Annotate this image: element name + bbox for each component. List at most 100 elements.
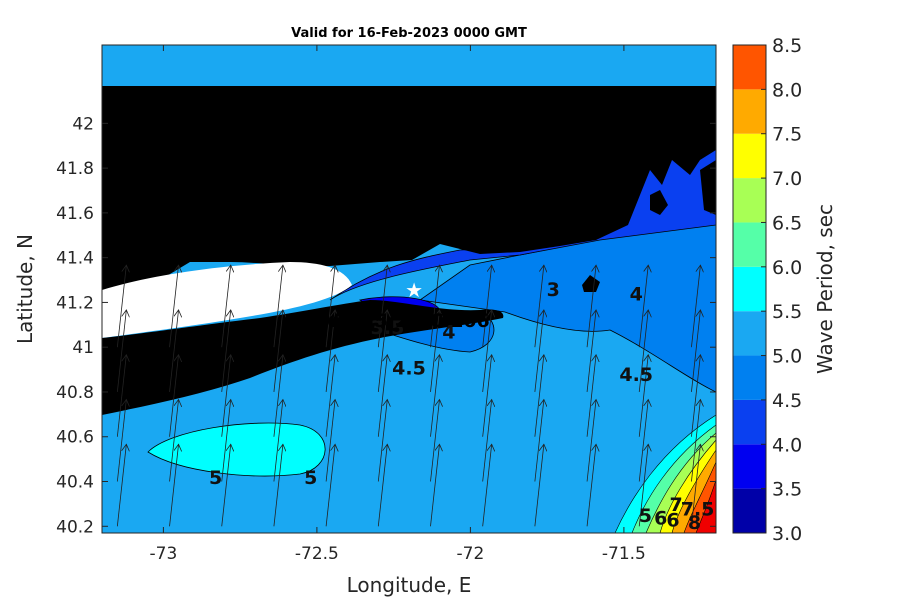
contour-label: 8 <box>688 512 701 534</box>
land-island <box>650 190 668 215</box>
y-tick-label: 41.8 <box>56 159 94 179</box>
wave-arrow <box>325 444 335 527</box>
y-tick-label: 41.2 <box>56 293 94 313</box>
wave-arrow <box>534 355 544 437</box>
colorbar-frame <box>732 44 767 534</box>
wave-arrow <box>586 265 596 348</box>
wave-arrow <box>116 265 126 348</box>
land-mainland <box>102 86 716 310</box>
wave-arrow <box>430 355 439 437</box>
wave-arrow <box>169 355 179 437</box>
y-tick-label: 41.4 <box>56 249 94 269</box>
y-tick-label: 40.2 <box>56 517 94 537</box>
colorbar-tick-label: 7.5 <box>772 124 802 146</box>
wave-arrow <box>273 355 283 437</box>
colorbar-tick-label: 3.0 <box>772 523 802 545</box>
wave-arrow <box>638 444 648 527</box>
wave-arrow <box>430 310 439 393</box>
y-tick-label: 40.4 <box>56 473 94 493</box>
wave-arrow <box>482 444 492 527</box>
wave-arrow <box>169 400 179 482</box>
contour-label: 4.5 <box>392 357 426 379</box>
wave-arrow <box>116 444 126 527</box>
colorbar: 3.0 3.5 4.0 4.5 5.0 5.5 6.0 6.5 7.0 7.5 8.0 8.5 <box>732 35 802 545</box>
y-tick-label: 41 <box>72 338 94 358</box>
wave-arrow <box>638 265 648 348</box>
wave-arrow <box>586 310 596 393</box>
wave-arrow <box>430 265 439 348</box>
station-label: VNE 5.2 VC 106 <box>324 310 489 332</box>
wave-arrow <box>325 355 335 437</box>
x-axis-ticks: -73 -72.5 -72 -71.5 <box>150 45 646 564</box>
colorbar-tick-label: 8.0 <box>772 79 802 101</box>
wave-arrow <box>273 310 283 393</box>
colorbar-tick-label: 6.5 <box>772 212 802 234</box>
wave-arrow <box>116 355 126 437</box>
y-tick-label: 42 <box>72 114 94 134</box>
contour-label: 5 <box>639 505 652 527</box>
wave-arrow <box>638 310 648 393</box>
colorbar-swatch <box>733 311 766 356</box>
colorbar-swatch <box>733 45 766 90</box>
y-tick-label: 40.8 <box>56 383 94 403</box>
y-tick-label: 41.6 <box>56 204 94 224</box>
wave-arrow <box>377 444 387 527</box>
wave-arrow <box>638 400 648 482</box>
colorbar-swatch <box>733 488 766 533</box>
wave-arrow <box>325 265 335 348</box>
wave-arrow <box>691 400 700 482</box>
wave-arrow <box>325 400 335 482</box>
contour-label: 6 <box>654 507 667 529</box>
wave-arrow <box>221 310 231 393</box>
contour-labels: 3 443.54.5 4.55 55 6 677.58 <box>209 279 714 534</box>
wave-arrow <box>169 444 179 527</box>
period-band-8.0-8.5 <box>695 479 716 533</box>
wave-arrow <box>534 400 544 482</box>
wave-arrow <box>638 355 648 437</box>
contour-label: 6 <box>666 510 679 532</box>
colorbar-swatch <box>733 444 766 489</box>
contour-label: 7 <box>669 494 682 516</box>
wave-arrow <box>534 310 544 393</box>
x-tick-label: -73 <box>150 544 178 564</box>
y-axis-ticks: 40.2 40.4 40.6 40.8 41 41.2 41.4 41.6 41.8 42 <box>56 114 716 537</box>
colorbar-tick-label: 8.5 <box>772 35 802 57</box>
colorbar-swatch <box>733 266 766 312</box>
contour-label: 5 <box>209 467 222 489</box>
wave-arrow <box>482 265 492 348</box>
wave-arrow <box>221 355 231 437</box>
contour-label: 4 <box>630 283 643 305</box>
land-long-island <box>102 300 504 415</box>
x-axis-label: Longitude, E <box>347 573 472 597</box>
plot-frame <box>101 44 717 534</box>
x-tick-label: -71.5 <box>602 544 646 564</box>
wave-arrow <box>221 444 231 527</box>
wave-arrow <box>691 265 700 348</box>
wave-arrow <box>273 400 283 482</box>
contour-label: 3 <box>547 279 560 301</box>
contour-label: 5 <box>304 467 317 489</box>
wave-arrow <box>691 310 700 393</box>
colorbar-swatch <box>733 133 766 179</box>
wave-arrow <box>430 444 439 527</box>
colorbar-tick-label: 7.0 <box>772 168 802 190</box>
land-island <box>700 160 716 215</box>
wave-arrow <box>377 355 387 437</box>
wave-arrow <box>534 265 544 348</box>
wave-arrow <box>273 444 283 527</box>
wave-arrow <box>534 444 544 527</box>
contour-label: 4 <box>442 322 455 344</box>
wave-arrow <box>586 400 596 482</box>
station-star-icon: ★ <box>405 278 423 302</box>
wave-arrow <box>482 310 492 393</box>
wave-arrow <box>691 444 700 527</box>
buoy-station: ★ VNE 5.2 VC 106 <box>324 278 489 332</box>
wave-arrow <box>221 265 231 348</box>
wave-arrow <box>169 310 179 393</box>
wave-arrow <box>377 310 387 393</box>
wave-direction-arrows <box>116 265 700 527</box>
contour-label: 4.5 <box>619 364 653 386</box>
wave-arrow <box>377 400 387 482</box>
x-tick-label: -72.5 <box>295 544 339 564</box>
